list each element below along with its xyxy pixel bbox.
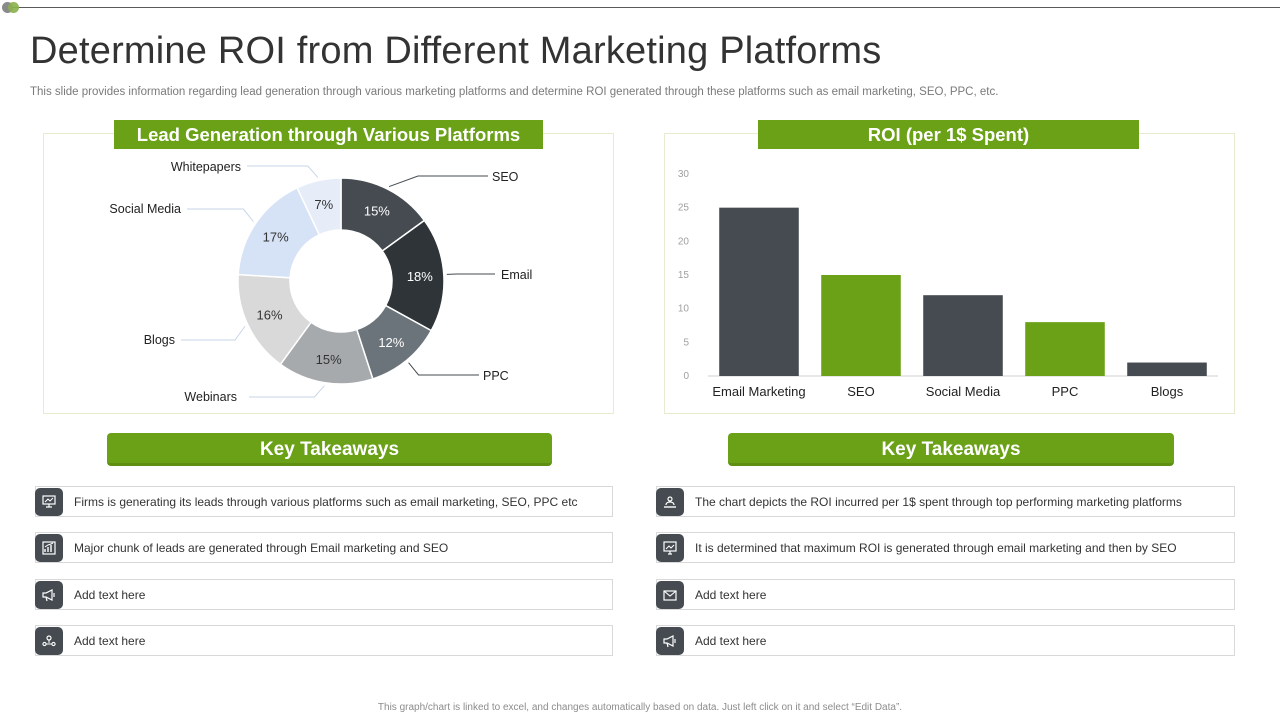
leader-line — [249, 385, 325, 398]
x-category-label: Social Media — [926, 384, 1001, 399]
slice-percent-label: 18% — [407, 269, 433, 284]
slice-percent-label: 15% — [316, 352, 342, 367]
slice-category-label: PPC — [483, 369, 509, 383]
takeaway-text: Add text here — [695, 588, 767, 602]
megaphone-icon — [35, 581, 63, 609]
lead-generation-title: Lead Generation through Various Platform… — [114, 120, 543, 149]
laptop-user-icon — [656, 488, 684, 516]
slice-category-label: Social Media — [109, 202, 181, 216]
y-tick-label: 0 — [683, 371, 689, 382]
slice-percent-label: 16% — [257, 308, 283, 323]
y-tick-label: 15 — [678, 270, 690, 281]
x-category-label: PPC — [1052, 384, 1079, 399]
takeaway-left-item: Major chunk of leads are generated throu… — [35, 532, 613, 563]
slice-category-label: Webinars — [184, 390, 237, 404]
decor-dot — [8, 2, 19, 13]
x-category-label: SEO — [847, 384, 874, 399]
growth-chart-icon — [35, 534, 63, 562]
y-tick-label: 30 — [678, 169, 690, 180]
roi-title: ROI (per 1$ Spent) — [758, 120, 1139, 149]
megaphone-icon — [656, 627, 684, 655]
team-network-icon — [35, 627, 63, 655]
takeaway-text: Major chunk of leads are generated throu… — [74, 541, 449, 555]
email-icon — [656, 581, 684, 609]
y-tick-label: 25 — [678, 203, 690, 214]
analytics-screen-icon — [656, 534, 684, 562]
leader-line — [408, 362, 479, 376]
leader-line — [187, 208, 254, 222]
takeaway-left-item: Add text here — [35, 625, 613, 656]
slide-title: Determine ROI from Different Marketing P… — [30, 30, 882, 72]
takeaway-text: Add text here — [74, 588, 146, 602]
presentation-board-icon — [35, 488, 63, 516]
roi-bar — [821, 275, 901, 376]
takeaway-right-item: It is determined that maximum ROI is gen… — [656, 532, 1235, 563]
takeaway-text: Add text here — [695, 634, 767, 648]
x-category-label: Blogs — [1151, 384, 1184, 399]
slice-percent-label: 17% — [263, 230, 289, 245]
slice-percent-label: 7% — [314, 197, 333, 212]
leader-line — [181, 325, 246, 341]
takeaway-right-item: Add text here — [656, 625, 1235, 656]
slice-category-label: Whitepapers — [171, 160, 241, 174]
slice-category-label: SEO — [492, 170, 519, 184]
takeaway-right-item: The chart depicts the ROI incurred per 1… — [656, 486, 1235, 517]
takeaway-text: The chart depicts the ROI incurred per 1… — [695, 495, 1182, 509]
takeaway-text: It is determined that maximum ROI is gen… — [695, 541, 1177, 555]
slice-category-label: Blogs — [144, 333, 175, 347]
top-rule — [12, 7, 1280, 8]
roi-bar — [1127, 362, 1207, 376]
roi-bar — [1025, 322, 1105, 376]
takeaway-left-item: Add text here — [35, 579, 613, 610]
key-takeaways-left-heading: Key Takeaways — [107, 433, 552, 466]
slice-percent-label: 15% — [364, 204, 390, 219]
slice-category-label: Email — [501, 268, 532, 282]
decor-dot — [2, 2, 13, 13]
donut-slice — [296, 177, 342, 236]
roi-bar — [719, 207, 799, 376]
slide-subtitle: This slide provides information regardin… — [30, 86, 999, 98]
leader-line — [388, 175, 488, 188]
takeaway-right-item: Add text here — [656, 579, 1235, 610]
y-tick-label: 5 — [683, 337, 689, 348]
roi-bar-chart: 0 5 10 15 20 25 30 Email Marketing SEO Social Med… — [678, 169, 1218, 399]
leader-line — [247, 165, 319, 178]
takeaway-left-item: Firms is generating its leads through va… — [35, 486, 613, 517]
roi-bar — [923, 295, 1003, 376]
key-takeaways-right-heading: Key Takeaways — [728, 433, 1174, 466]
takeaway-text: Add text here — [74, 634, 146, 648]
footer-note: This graph/chart is linked to excel, and… — [377, 702, 903, 713]
lead-generation-donut-chart: 15% SEO 18% Email 12% PPC 15% Webinars 16% Blogs 1… — [109, 160, 532, 404]
slice-percent-label: 12% — [378, 335, 404, 350]
x-category-label: Email Marketing — [712, 384, 805, 399]
takeaway-text: Firms is generating its leads through va… — [74, 495, 578, 509]
y-tick-label: 20 — [678, 236, 690, 247]
y-tick-label: 10 — [678, 304, 690, 315]
